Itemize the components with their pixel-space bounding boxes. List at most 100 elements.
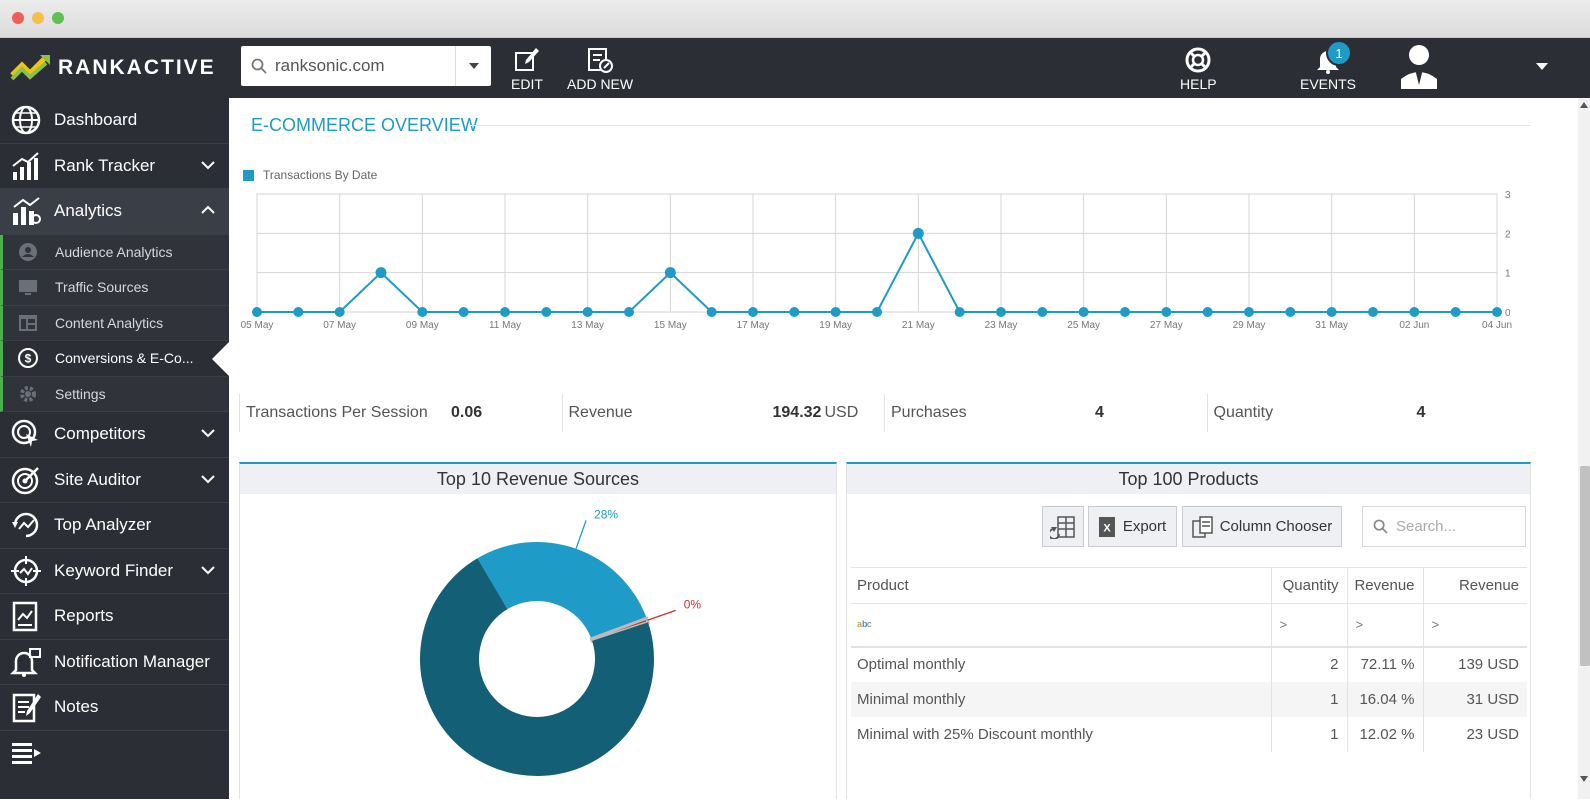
x-tick-label: 17 May bbox=[737, 320, 770, 331]
x-tick-label: 19 May bbox=[819, 320, 852, 331]
rankactive-logo-icon bbox=[10, 55, 50, 81]
top-bar: ranksonic.com EDIT ADD NEW HELP 1 EVENTS bbox=[229, 38, 1590, 98]
chart-legend[interactable]: Transactions By Date bbox=[243, 168, 377, 182]
y-tick-label: 0 bbox=[1505, 308, 1511, 319]
stat-purchases: Purchases 4 bbox=[884, 394, 1207, 432]
help-button[interactable]: HELP bbox=[1180, 46, 1217, 92]
table-row[interactable]: Minimal with 25% Discount monthly 1 12.0… bbox=[851, 716, 1527, 752]
add-new-icon bbox=[588, 48, 614, 73]
globe-icon bbox=[8, 102, 44, 138]
window-titlebar bbox=[0, 0, 1590, 38]
sidebar-subitem-settings[interactable]: Settings bbox=[0, 376, 229, 412]
slice-label: 28% bbox=[594, 507, 618, 521]
cell-quantity: 1 bbox=[1270, 716, 1347, 752]
sidebar-item-dashboard[interactable]: Dashboard bbox=[0, 98, 229, 144]
edit-button[interactable]: EDIT bbox=[511, 46, 543, 92]
data-point bbox=[334, 307, 345, 317]
data-point bbox=[582, 307, 593, 317]
search-icon bbox=[251, 58, 267, 74]
scrollbar-thumb[interactable] bbox=[1580, 466, 1590, 666]
scroll-up-icon[interactable] bbox=[1580, 102, 1588, 108]
revenue-pct-filter-op[interactable]: > bbox=[1346, 603, 1423, 648]
sidebar-subitem-label: Conversions & E-Co... bbox=[55, 350, 194, 367]
export-button[interactable]: X Export bbox=[1088, 506, 1177, 547]
stat-label: Quantity bbox=[1213, 404, 1274, 421]
chevron-up-icon[interactable] bbox=[199, 201, 217, 219]
sidebar-item-reports[interactable]: Reports bbox=[0, 594, 229, 640]
logo[interactable]: RANKACTIVE bbox=[0, 38, 229, 98]
x-tick-label: 31 May bbox=[1315, 320, 1348, 331]
sidebar-subitem-traffic-sources[interactable]: Traffic Sources bbox=[0, 270, 229, 306]
collapse-sidebar-button[interactable] bbox=[0, 731, 229, 777]
site-dropdown-button[interactable] bbox=[455, 46, 491, 86]
reset-grid-button[interactable] bbox=[1042, 506, 1084, 547]
events-button[interactable]: 1 EVENTS bbox=[1300, 40, 1357, 92]
help-label: HELP bbox=[1180, 76, 1217, 92]
stat-unit: USD bbox=[824, 404, 859, 421]
minimize-window-button[interactable] bbox=[32, 12, 44, 24]
add-new-button[interactable]: ADD NEW bbox=[567, 46, 633, 92]
data-point bbox=[1161, 307, 1172, 317]
data-point bbox=[293, 307, 304, 317]
data-point bbox=[996, 307, 1006, 317]
scroll-down-icon[interactable] bbox=[1580, 776, 1588, 782]
sidebar-item-top-analyzer[interactable]: Top Analyzer bbox=[0, 503, 229, 549]
table-row[interactable]: Minimal monthly 1 16.04 % 31 USD bbox=[851, 681, 1527, 717]
data-point bbox=[1202, 307, 1213, 317]
sidebar-subitem-content-analytics[interactable]: Content Analytics bbox=[0, 305, 229, 341]
column-chooser-button[interactable]: Column Chooser bbox=[1182, 506, 1342, 547]
maximize-window-button[interactable] bbox=[52, 12, 64, 24]
data-point bbox=[458, 307, 469, 317]
close-window-button[interactable] bbox=[12, 12, 24, 24]
stat-transactions-per-session: Transactions Per Session 0.06 bbox=[239, 394, 562, 432]
x-tick-label: 07 May bbox=[323, 320, 356, 331]
column-header-product[interactable]: Product bbox=[851, 567, 1271, 604]
product-search-input[interactable]: Search... bbox=[1362, 506, 1526, 547]
stat-value: 4 bbox=[1416, 404, 1426, 421]
sidebar-item-rank-tracker[interactable]: Rank Tracker bbox=[0, 144, 229, 189]
stat-quantity: Quantity 4 bbox=[1206, 394, 1530, 432]
data-point bbox=[1078, 307, 1089, 317]
x-tick-label: 11 May bbox=[489, 320, 521, 331]
panel-title: Top 100 Products bbox=[847, 464, 1530, 494]
chevron-down-icon[interactable] bbox=[199, 561, 217, 579]
sidebar-item-keyword-finder[interactable]: Keyword Finder bbox=[0, 549, 229, 594]
column-header-revenue-pct[interactable]: Revenue bbox=[1346, 567, 1423, 604]
sidebar-item-site-auditor[interactable]: Site Auditor bbox=[0, 458, 229, 503]
revenue-usd-filter-op[interactable]: > bbox=[1422, 603, 1527, 648]
chevron-down-icon[interactable] bbox=[199, 424, 217, 442]
sidebar: RANKACTIVE Dashboard Rank Tracker Analyt… bbox=[0, 38, 229, 799]
report-icon bbox=[8, 598, 44, 634]
user-menu-caret-icon[interactable] bbox=[1536, 63, 1548, 71]
events-label: EVENTS bbox=[1300, 76, 1357, 92]
sidebar-subitem-conversions[interactable]: $ Conversions & E-Co... bbox=[0, 341, 229, 377]
column-header-revenue-usd[interactable]: Revenue bbox=[1422, 567, 1527, 604]
chevron-down-icon[interactable] bbox=[199, 470, 217, 488]
stat-revenue: Revenue 194.32 USD bbox=[561, 394, 885, 432]
sidebar-item-analytics[interactable]: Analytics bbox=[0, 189, 229, 235]
sidebar-item-notes[interactable]: Notes bbox=[0, 685, 229, 731]
column-header-quantity[interactable]: Quantity bbox=[1270, 567, 1347, 604]
data-point bbox=[375, 267, 387, 279]
user-avatar[interactable] bbox=[1397, 41, 1441, 94]
sidebar-item-notification-manager[interactable]: Notification Manager bbox=[0, 640, 229, 685]
sidebar-item-label: Competitors bbox=[54, 424, 146, 444]
sidebar-item-competitors[interactable]: Competitors bbox=[0, 412, 229, 458]
quantity-filter-op[interactable]: > bbox=[1270, 603, 1347, 648]
data-point bbox=[1120, 307, 1130, 317]
column-chooser-icon bbox=[1191, 515, 1213, 538]
page-scrollbar[interactable] bbox=[1578, 98, 1590, 799]
table-row[interactable]: Optimal monthly 2 72.11 % 139 USD bbox=[851, 646, 1527, 682]
sidebar-item-label: Site Auditor bbox=[54, 469, 141, 489]
cell-revenue-usd: 23 USD bbox=[1422, 716, 1527, 752]
chevron-down-icon[interactable] bbox=[199, 156, 217, 174]
data-point bbox=[417, 307, 428, 317]
sidebar-item-label: Notification Manager bbox=[54, 651, 210, 671]
pie-slice bbox=[589, 616, 651, 643]
site-selector[interactable]: ranksonic.com bbox=[241, 46, 491, 86]
x-tick-label: 05 May bbox=[241, 320, 274, 331]
sidebar-subitem-audience-analytics[interactable]: Audience Analytics bbox=[0, 234, 229, 270]
pie-slice bbox=[477, 542, 647, 639]
panel-title: Top 10 Revenue Sources bbox=[240, 464, 836, 494]
